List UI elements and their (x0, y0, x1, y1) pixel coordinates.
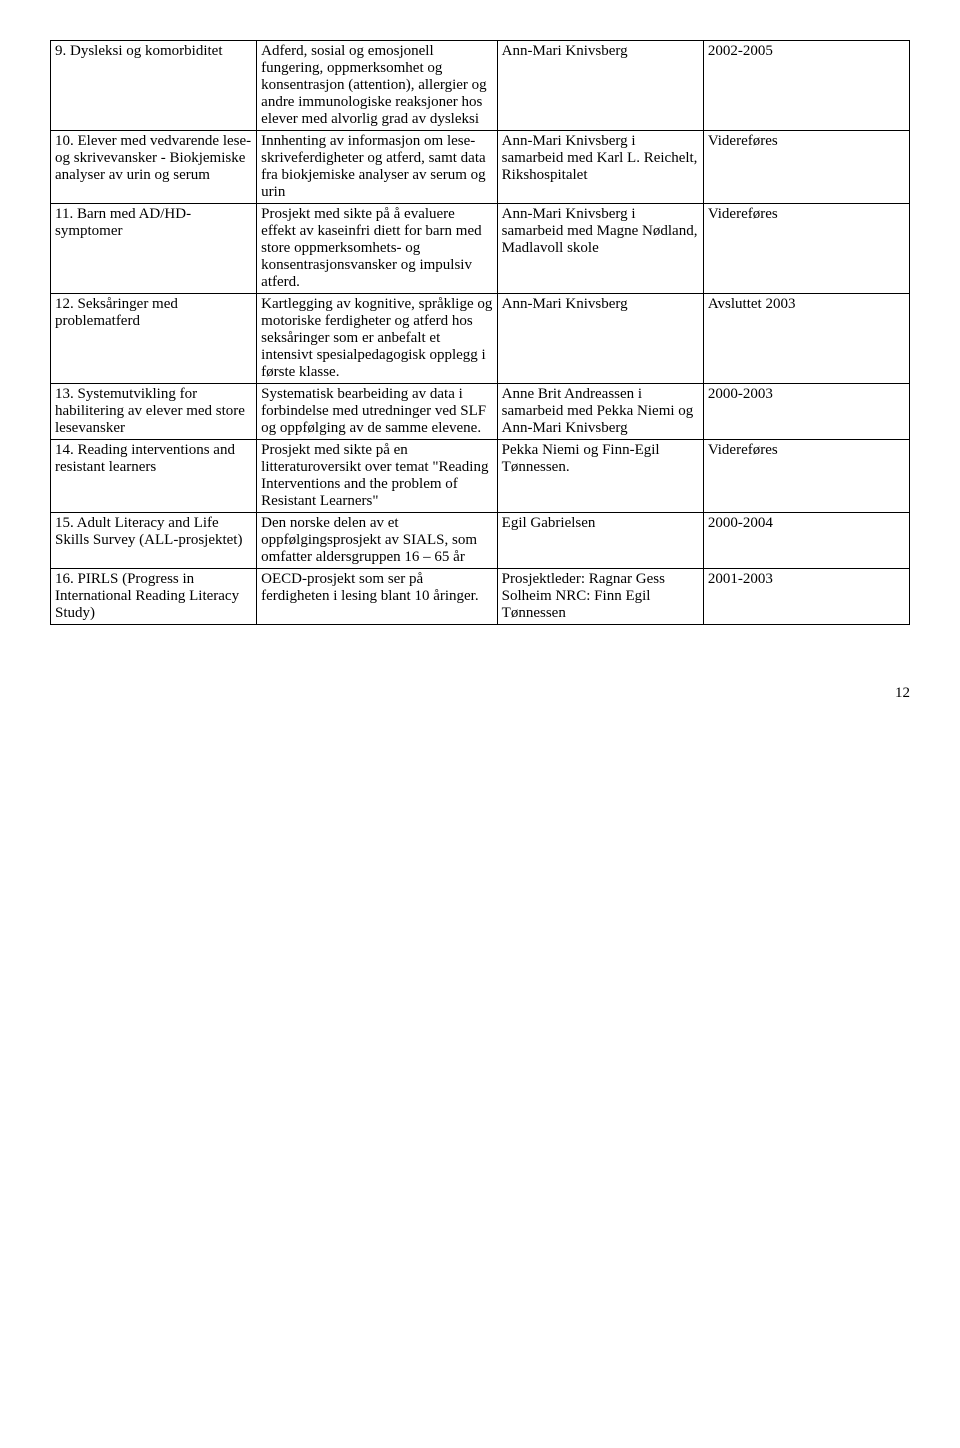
cell-desc: OECD-prosjekt som ser på ferdigheten i l… (257, 569, 498, 625)
cell-status: Videreføres (703, 131, 909, 204)
cell-status: 2000-2004 (703, 513, 909, 569)
cell-people: Prosjektleder: Ragnar Gess Solheim NRC: … (497, 569, 703, 625)
table-row: 13. Systemutvikling for habilitering av … (51, 384, 910, 440)
cell-people: Egil Gabrielsen (497, 513, 703, 569)
page-number: 12 (50, 685, 910, 702)
cell-title: 14. Reading interventions and resistant … (51, 440, 257, 513)
table-row: 16. PIRLS (Progress in International Rea… (51, 569, 910, 625)
cell-desc: Den norske delen av et oppfølgingsprosje… (257, 513, 498, 569)
cell-desc: Kartlegging av kognitive, språklige og m… (257, 294, 498, 384)
cell-title: 10. Elever med vedvarende lese- og skriv… (51, 131, 257, 204)
table-row: 14. Reading interventions and resistant … (51, 440, 910, 513)
cell-people: Ann-Mari Knivsberg i samarbeid med Karl … (497, 131, 703, 204)
cell-people: Pekka Niemi og Finn-Egil Tønnessen. (497, 440, 703, 513)
cell-desc: Prosjekt med sikte på å evaluere effekt … (257, 204, 498, 294)
cell-people: Ann-Mari Knivsberg i samarbeid med Magne… (497, 204, 703, 294)
cell-people: Anne Brit Andreassen i samarbeid med Pek… (497, 384, 703, 440)
cell-title: 16. PIRLS (Progress in International Rea… (51, 569, 257, 625)
table-body: 9. Dysleksi og komorbiditet Adferd, sosi… (51, 41, 910, 625)
table-row: 11. Barn med AD/HD-symptomer Prosjekt me… (51, 204, 910, 294)
cell-title: 11. Barn med AD/HD-symptomer (51, 204, 257, 294)
cell-title: 12. Seksåringer med problematferd (51, 294, 257, 384)
cell-title: 9. Dysleksi og komorbiditet (51, 41, 257, 131)
cell-desc: Adferd, sosial og emosjonell fungering, … (257, 41, 498, 131)
table-row: 12. Seksåringer med problematferd Kartle… (51, 294, 910, 384)
cell-desc: Systematisk bearbeiding av data i forbin… (257, 384, 498, 440)
cell-desc: Innhenting av informasjon om lese-skrive… (257, 131, 498, 204)
cell-desc: Prosjekt med sikte på en litteraturovers… (257, 440, 498, 513)
cell-status: 2000-2003 (703, 384, 909, 440)
cell-status: Avsluttet 2003 (703, 294, 909, 384)
cell-status: 2001-2003 (703, 569, 909, 625)
cell-status: Videreføres (703, 440, 909, 513)
table-row: 15. Adult Literacy and Life Skills Surve… (51, 513, 910, 569)
cell-people: Ann-Mari Knivsberg (497, 294, 703, 384)
table-row: 10. Elever med vedvarende lese- og skriv… (51, 131, 910, 204)
cell-status: Videreføres (703, 204, 909, 294)
projects-table: 9. Dysleksi og komorbiditet Adferd, sosi… (50, 40, 910, 625)
cell-status: 2002-2005 (703, 41, 909, 131)
cell-title: 13. Systemutvikling for habilitering av … (51, 384, 257, 440)
cell-title: 15. Adult Literacy and Life Skills Surve… (51, 513, 257, 569)
table-row: 9. Dysleksi og komorbiditet Adferd, sosi… (51, 41, 910, 131)
cell-people: Ann-Mari Knivsberg (497, 41, 703, 131)
